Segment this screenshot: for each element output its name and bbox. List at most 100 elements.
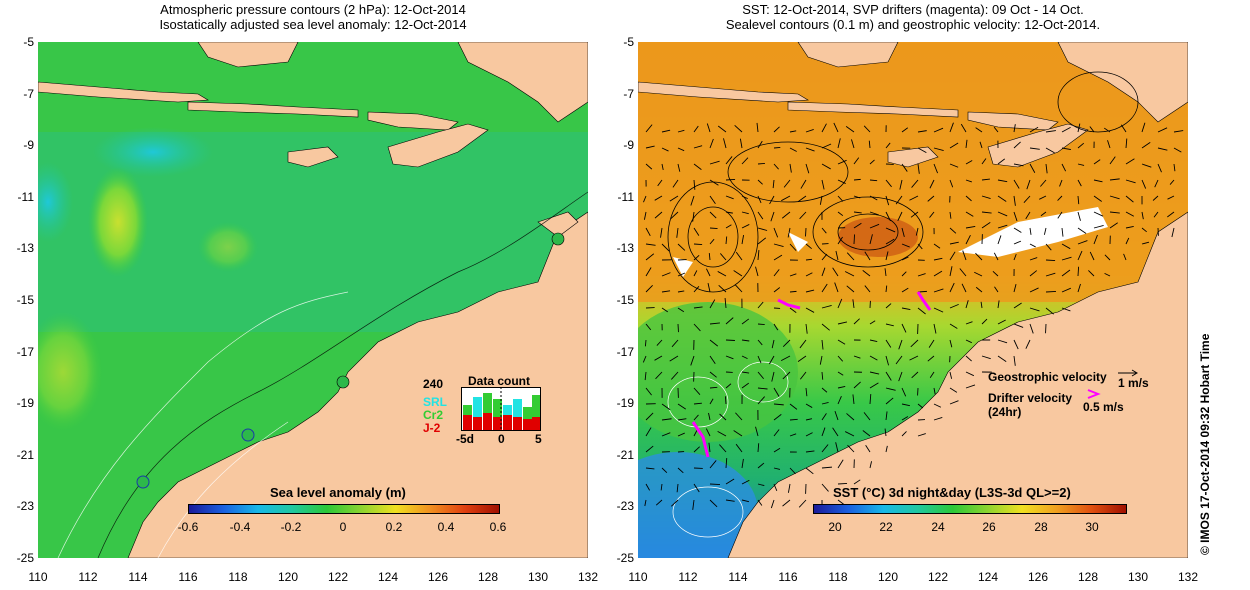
velocity-arrow (929, 179, 935, 189)
right-cb-tick: 24 (931, 520, 945, 534)
velocity-arrow (677, 129, 685, 133)
velocity-arrow (837, 236, 843, 245)
velocity-arrow (805, 418, 813, 421)
velocity-arrow (769, 355, 775, 365)
velocity-arrow (693, 306, 703, 309)
velocity-arrow (993, 252, 999, 261)
velocity-arrow (661, 147, 669, 152)
velocity-arrow (1093, 179, 1103, 183)
velocity-arrow (1141, 179, 1147, 189)
velocity-arrow (799, 211, 807, 220)
velocity-arrow (773, 403, 784, 406)
velocity-arrow (1153, 211, 1159, 218)
data-count-max: 240 (423, 377, 444, 391)
velocity-arrow (757, 443, 760, 453)
velocity-arrow (661, 129, 671, 133)
velocity-arrow (741, 224, 750, 229)
velocity-arrow (844, 271, 855, 277)
velocity-arrow (897, 211, 903, 222)
velocity-arrow (1152, 195, 1159, 201)
velocity-arrow (706, 268, 711, 277)
velocity-arrow (885, 387, 896, 391)
velocity-arrow (780, 355, 791, 361)
velocity-arrow (1061, 163, 1067, 172)
velocity-arrow (1013, 163, 1024, 167)
velocity-arrow (645, 483, 651, 491)
velocity-arrow (1029, 163, 1036, 173)
velocity-arrow (773, 254, 783, 261)
velocity-arrow (677, 418, 687, 421)
velocity-arrow (789, 163, 792, 173)
velocity-arrow (656, 339, 663, 346)
velocity-arrow (1061, 147, 1071, 150)
x-tick-label: 116 (178, 570, 198, 584)
x-tick-label: 126 (427, 570, 449, 584)
velocity-arrow (869, 461, 873, 469)
velocity-arrow (910, 339, 919, 348)
velocity-arrow (853, 157, 860, 165)
velocity-arrow (1013, 355, 1016, 366)
velocity-arrow (645, 124, 653, 133)
drifter-track (777, 298, 801, 310)
velocity-arrow (997, 158, 1006, 165)
left-title-line2: Isostatically adjusted sea level anomaly… (159, 17, 467, 32)
velocity-arrow (1029, 227, 1032, 235)
left-cb-tick: 0.4 (437, 520, 455, 534)
velocity-arrow (723, 138, 727, 149)
velocity-arrow (997, 224, 1008, 229)
x-tick-label: 110 (28, 570, 48, 584)
velocity-arrow (773, 243, 784, 247)
hist-bar (523, 419, 532, 430)
velocity-arrow (832, 427, 839, 437)
velocity-arrow (821, 401, 829, 405)
velocity-arrow (1045, 147, 1055, 154)
data-count-histogram (461, 387, 541, 431)
velocity-arrow (741, 157, 749, 165)
velocity-arrow (1089, 126, 1095, 133)
velocity-arrow (949, 266, 953, 277)
velocity-arrow (1093, 234, 1098, 245)
velocity-arrow (1154, 179, 1159, 188)
velocity-arrow (901, 403, 911, 407)
velocity-arrow (1088, 270, 1095, 277)
velocity-arrow (1045, 272, 1056, 277)
velocity-arrow (895, 195, 903, 205)
velocity-arrow (949, 371, 953, 379)
velocity-arrow (708, 253, 711, 261)
velocity-arrow (853, 234, 855, 245)
velocity-arrow (782, 339, 791, 348)
drifter-track (916, 291, 932, 311)
velocity-arrow (997, 211, 1008, 217)
velocity-arrow (965, 384, 976, 389)
velocity-arrow (1043, 227, 1047, 235)
velocity-arrow (657, 179, 663, 187)
velocity-arrow (949, 211, 952, 219)
velocity-arrow (671, 371, 679, 380)
velocity-arrow (690, 355, 695, 366)
velocity-arrow (1023, 195, 1031, 204)
x-tick-label: 114 (128, 570, 148, 584)
velocity-arrow (757, 211, 764, 220)
velocity-arrow (837, 179, 846, 184)
hist-bar (513, 417, 522, 430)
right-title-line1: SST: 12-Oct-2014, SVP drifters (magenta)… (742, 2, 1084, 17)
right-colorbar (813, 504, 1127, 514)
velocity-arrow (757, 462, 765, 469)
velocity-arrow (693, 446, 700, 453)
velocity-arrow (643, 195, 647, 203)
velocity-arrow (757, 179, 763, 185)
velocity-arrow (720, 253, 727, 261)
velocity-arrow (933, 288, 944, 293)
velocity-arrow (799, 339, 807, 349)
left-map: 240 Data count SRL Cr2 J-2 -5d 0 5 Sea l… (23, 41, 589, 559)
velocity-arrow (725, 224, 732, 229)
velocity-arrow (718, 284, 727, 293)
australia-landmass (127, 211, 589, 559)
velocity-arrow (885, 227, 896, 233)
velocity-arrow (708, 412, 711, 421)
x-tick-label: 122 (327, 570, 349, 584)
velocity-arrow (901, 323, 907, 333)
velocity-arrow (741, 458, 744, 469)
velocity-arrow (1109, 178, 1120, 181)
velocity-arrow (821, 179, 825, 190)
